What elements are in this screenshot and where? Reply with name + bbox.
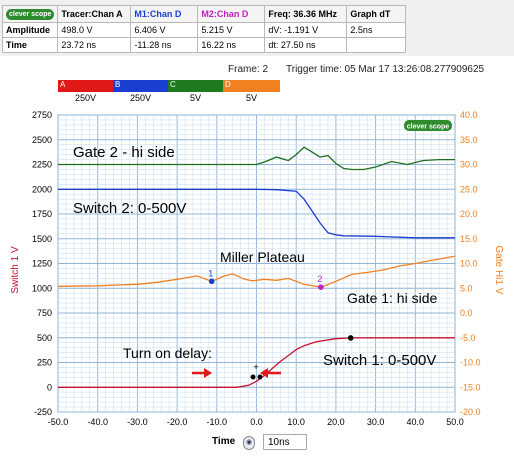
timebase-value[interactable]: 10ns (263, 434, 307, 450)
channel-d-scale[interactable]: 5V (223, 93, 280, 104)
header-m1[interactable]: M1:Chan D (130, 5, 199, 23)
amp-tracer: 498.0 V (57, 22, 132, 38)
time-label: Time (212, 436, 236, 447)
cleverscope-logo: clever scope (6, 9, 55, 20)
header-tracer[interactable]: Tracer:Chan A (57, 5, 132, 23)
channel-d-bar[interactable]: D (223, 80, 280, 92)
amp-dv: dV: -1.191 V (264, 22, 348, 38)
time-m1: -11.28 ns (130, 37, 199, 53)
amp-graph-dt: 2.5ns (346, 22, 407, 38)
channel-c-bar[interactable]: C (168, 80, 223, 92)
amp-m2: 5.215 V (197, 22, 266, 38)
header-freq[interactable]: Freq: 36.36 MHz (264, 5, 348, 23)
channel-b-scale[interactable]: 250V (113, 93, 168, 104)
channel-c-scale[interactable]: 5V (168, 93, 223, 104)
channel-b-bar[interactable]: B (113, 80, 168, 92)
time-dt: dt: 27.50 ns (264, 37, 348, 53)
header-graph-dt[interactable]: Graph dT (346, 5, 407, 23)
header-m2[interactable]: M2:Chan D (197, 5, 266, 23)
plot-area[interactable] (0, 56, 514, 456)
time-graph-dt (346, 37, 407, 53)
channel-a-scale[interactable]: 250V (58, 93, 113, 104)
time-tracer: 23.72 ns (57, 37, 132, 53)
amp-m1: 6.406 V (130, 22, 199, 38)
row-label-amplitude: Amplitude (1, 22, 59, 38)
time-knob-icon[interactable]: ◉ (243, 436, 255, 450)
trigger-time: Trigger time: 05 Mar 17 13:26:08.2779096… (286, 64, 485, 75)
measurement-table: clever scope Tracer:Chan A M1:Chan D M2:… (0, 0, 514, 56)
time-m2: 16.22 ns (197, 37, 266, 53)
row-label-time: Time (1, 37, 59, 53)
frame-indicator: Frame: 2 (228, 64, 269, 75)
channel-a-bar[interactable]: A (58, 80, 113, 92)
logo-cell: clever scope (1, 5, 59, 23)
timebase-bar (0, 433, 514, 456)
